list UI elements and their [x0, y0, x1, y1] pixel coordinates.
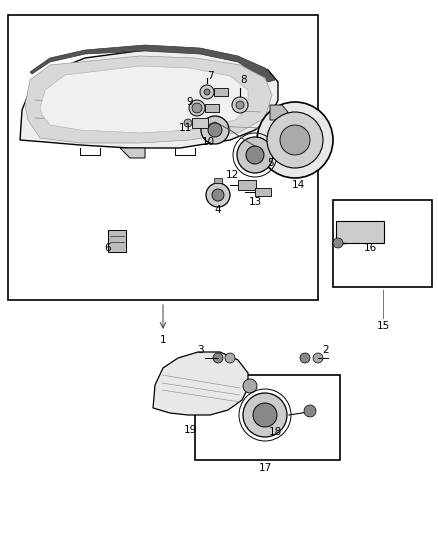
- Circle shape: [257, 102, 333, 178]
- Text: 9: 9: [187, 97, 193, 107]
- Text: 12: 12: [226, 170, 239, 180]
- Circle shape: [201, 116, 229, 144]
- Circle shape: [300, 353, 310, 363]
- Text: 17: 17: [258, 463, 272, 473]
- Text: 11: 11: [178, 123, 192, 133]
- Text: 10: 10: [201, 137, 215, 147]
- Circle shape: [237, 137, 273, 173]
- Circle shape: [304, 405, 316, 417]
- Polygon shape: [120, 148, 145, 158]
- Circle shape: [243, 393, 287, 437]
- Text: 14: 14: [291, 180, 304, 190]
- Circle shape: [225, 353, 235, 363]
- Bar: [8, 15, 318, 300]
- Bar: [255, 188, 271, 196]
- Circle shape: [204, 89, 210, 95]
- Circle shape: [313, 353, 323, 363]
- Circle shape: [213, 353, 223, 363]
- Text: 15: 15: [376, 321, 390, 331]
- Text: 8: 8: [241, 75, 247, 85]
- Circle shape: [208, 123, 222, 137]
- Bar: [195, 375, 340, 460]
- Text: 18: 18: [268, 427, 282, 437]
- Polygon shape: [25, 56, 272, 143]
- Circle shape: [267, 112, 323, 168]
- Bar: [333, 200, 432, 287]
- Circle shape: [246, 146, 264, 164]
- Circle shape: [280, 125, 310, 155]
- Circle shape: [212, 189, 224, 201]
- Circle shape: [253, 403, 277, 427]
- Text: 1: 1: [160, 335, 166, 345]
- Bar: [238, 180, 256, 190]
- Circle shape: [200, 85, 214, 99]
- Polygon shape: [40, 66, 248, 133]
- Polygon shape: [20, 50, 278, 148]
- Text: 3: 3: [197, 345, 203, 355]
- Bar: [214, 178, 222, 183]
- Text: 5: 5: [267, 158, 273, 168]
- Circle shape: [184, 119, 192, 127]
- Bar: [214, 88, 228, 96]
- Text: 7: 7: [207, 71, 213, 81]
- Circle shape: [192, 103, 202, 113]
- Circle shape: [236, 101, 244, 109]
- Circle shape: [206, 183, 230, 207]
- Polygon shape: [270, 105, 288, 120]
- Circle shape: [243, 379, 257, 393]
- Polygon shape: [30, 45, 275, 82]
- Text: 6: 6: [105, 243, 111, 253]
- Circle shape: [232, 97, 248, 113]
- Polygon shape: [108, 230, 126, 252]
- Circle shape: [189, 100, 205, 116]
- Circle shape: [333, 238, 343, 248]
- Text: 16: 16: [364, 243, 377, 253]
- Polygon shape: [153, 352, 248, 415]
- Text: 2: 2: [323, 345, 329, 355]
- Bar: [192, 118, 208, 128]
- Bar: [336, 221, 384, 243]
- Text: 19: 19: [184, 425, 197, 435]
- Text: 4: 4: [215, 205, 221, 215]
- Text: 13: 13: [248, 197, 261, 207]
- Bar: [205, 104, 219, 112]
